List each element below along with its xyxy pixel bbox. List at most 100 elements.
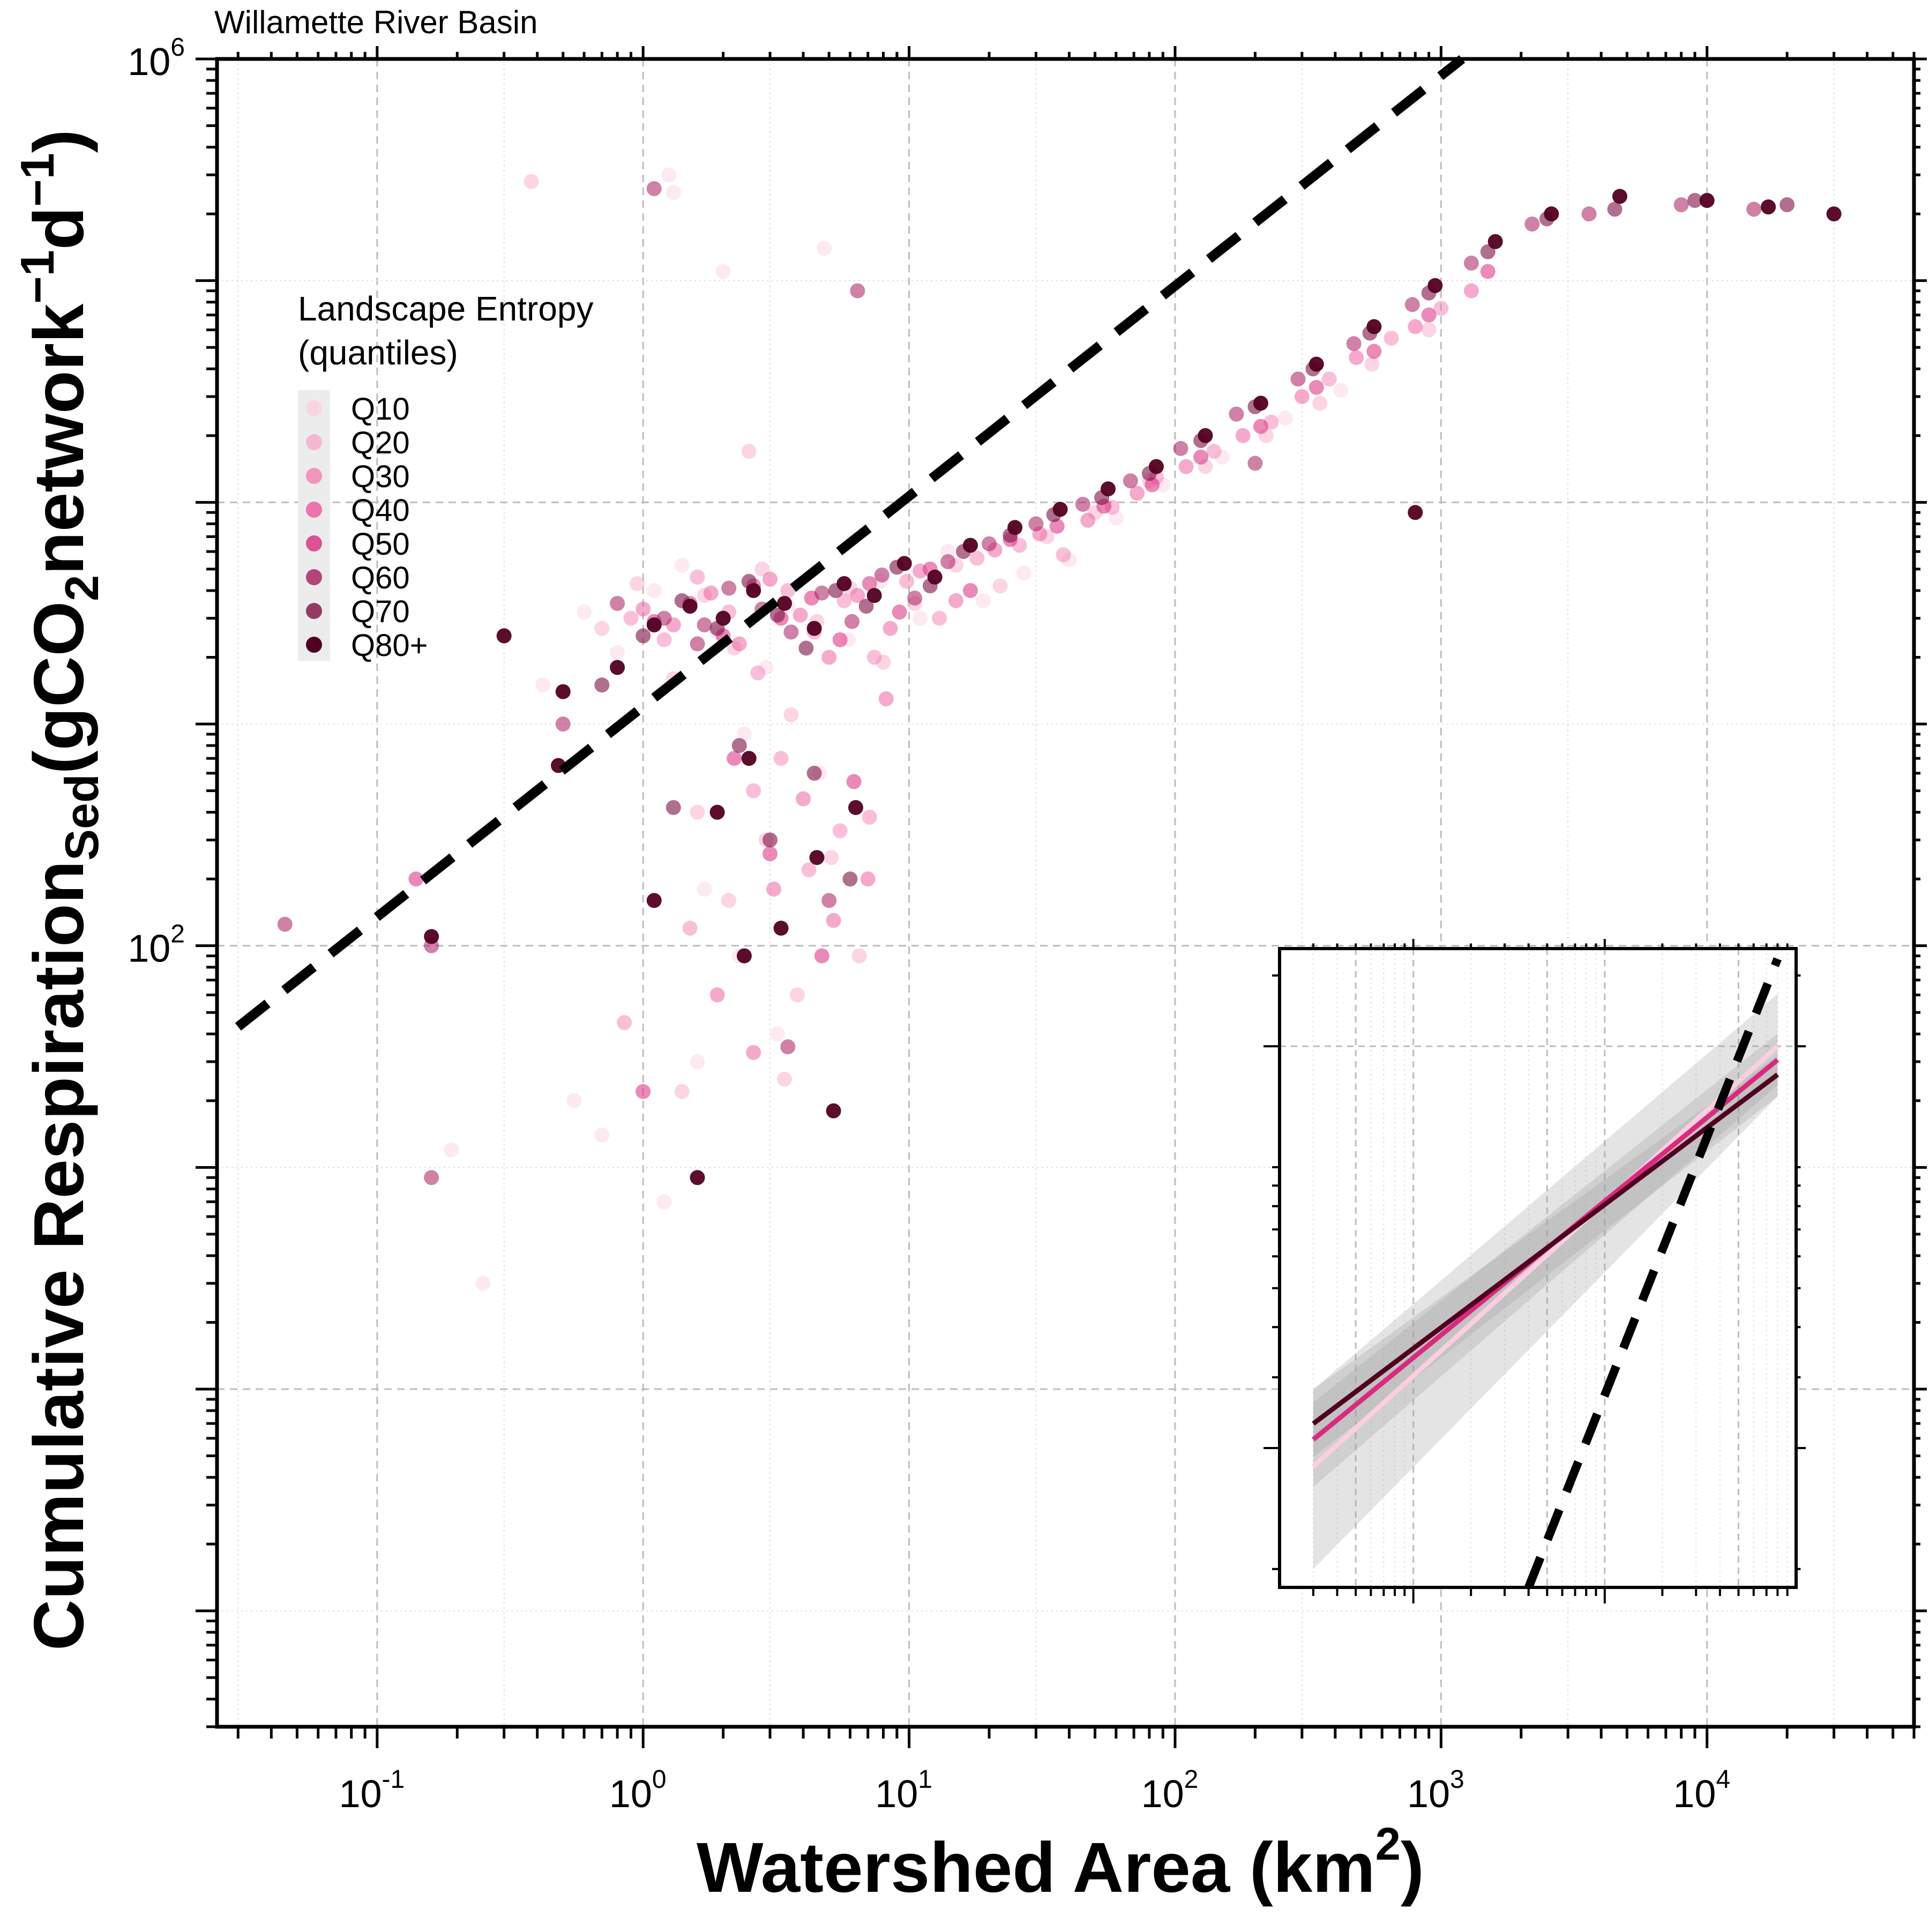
legend-marker — [306, 535, 322, 551]
data-point — [674, 1084, 690, 1099]
data-point — [844, 614, 860, 629]
data-point — [862, 576, 877, 591]
data-point — [962, 583, 978, 598]
plot-border — [215, 57, 1916, 1729]
data-point — [750, 665, 766, 681]
data-point — [832, 632, 848, 647]
data-point — [715, 610, 731, 626]
y-axis-title: Cumulative RespirationSed(gCO2network−1d… — [11, 129, 108, 1651]
data-point — [1346, 336, 1362, 352]
x-tick-label: 102 — [1141, 1765, 1199, 1816]
data-point — [762, 571, 778, 587]
data-point — [836, 576, 852, 591]
data-point — [1427, 278, 1443, 293]
legend-marker — [306, 603, 322, 619]
data-point — [697, 882, 712, 897]
data-point — [1173, 441, 1188, 456]
y-axis-title-part2: (gCO — [19, 601, 98, 774]
data-point — [424, 929, 439, 944]
data-point — [754, 561, 770, 577]
x-tick-label: 100 — [609, 1765, 667, 1816]
data-point — [907, 590, 923, 606]
data-point — [874, 567, 889, 583]
y-tick-label: 106 — [128, 33, 185, 84]
legend-marker — [306, 569, 322, 585]
data-point — [1309, 356, 1324, 372]
data-point — [809, 850, 825, 866]
data-point — [741, 751, 757, 766]
data-point — [1206, 444, 1222, 459]
data-point — [1253, 396, 1268, 411]
data-point — [721, 893, 737, 908]
data-point — [690, 1170, 705, 1185]
data-point — [1349, 350, 1364, 365]
data-point — [824, 850, 839, 866]
data-point — [948, 593, 964, 608]
data-point — [850, 588, 865, 603]
legend-entry-label: Q20 — [351, 426, 410, 460]
y-axis-title-part5: ) — [19, 129, 98, 153]
data-point — [992, 578, 1008, 594]
data-point — [594, 621, 610, 636]
data-point — [496, 628, 512, 644]
data-point — [1007, 520, 1023, 535]
data-point — [577, 605, 592, 620]
data-point — [682, 920, 698, 936]
data-point — [646, 617, 662, 633]
x-tick-label-exp: -1 — [382, 1765, 405, 1794]
data-point — [792, 607, 808, 623]
data-point — [1746, 202, 1762, 217]
data-point — [1247, 456, 1263, 471]
data-point — [836, 593, 852, 608]
data-point — [610, 595, 625, 611]
data-point — [982, 536, 997, 551]
data-point — [1826, 206, 1842, 222]
legend-entry-label: Q70 — [351, 594, 410, 629]
x-tick-label-exp: 3 — [1450, 1765, 1464, 1794]
plot-frame — [215, 57, 1916, 1729]
data-point — [741, 444, 757, 459]
data-point — [932, 610, 947, 626]
data-point — [1463, 255, 1479, 271]
legend-entry-label: Q60 — [351, 561, 410, 595]
data-point — [1581, 206, 1597, 222]
data-point — [1312, 396, 1328, 411]
legend-marker — [306, 400, 322, 416]
inset-border — [1278, 947, 1798, 1589]
data-point — [1193, 449, 1209, 465]
data-point — [801, 862, 817, 878]
x-tick-label-exp: 4 — [1716, 1765, 1730, 1794]
chart-title: Willamette River Basin — [214, 4, 538, 40]
data-point — [610, 645, 625, 660]
data-point — [594, 1127, 610, 1143]
data-point — [1049, 518, 1065, 534]
data-point — [746, 1045, 761, 1060]
data-point — [826, 1103, 841, 1118]
data-point — [1145, 477, 1160, 493]
data-point — [1130, 486, 1145, 501]
data-point — [1123, 473, 1138, 489]
x-tick-label-base: 10 — [609, 1773, 652, 1816]
legend-title-line1: Landscape Entropy — [298, 289, 594, 328]
x-tick-label-exp: 0 — [652, 1765, 667, 1794]
data-point — [277, 916, 293, 932]
data-point — [1075, 496, 1090, 512]
legend-entry-label: Q40 — [351, 493, 410, 528]
data-point — [832, 823, 848, 839]
data-point — [773, 751, 789, 766]
data-point — [1433, 301, 1449, 316]
data-point — [1480, 264, 1496, 279]
data-point — [594, 677, 610, 693]
data-point — [408, 871, 424, 887]
data-point — [661, 167, 677, 183]
data-point — [1080, 512, 1096, 528]
inset-plot — [1263, 939, 1806, 1603]
data-point — [656, 1194, 672, 1210]
data-point — [1229, 406, 1244, 422]
data-point — [851, 948, 867, 964]
data-point — [927, 569, 943, 585]
data-point — [1052, 502, 1068, 517]
data-point — [697, 617, 712, 633]
reference-line-layer — [235, 55, 1466, 1031]
